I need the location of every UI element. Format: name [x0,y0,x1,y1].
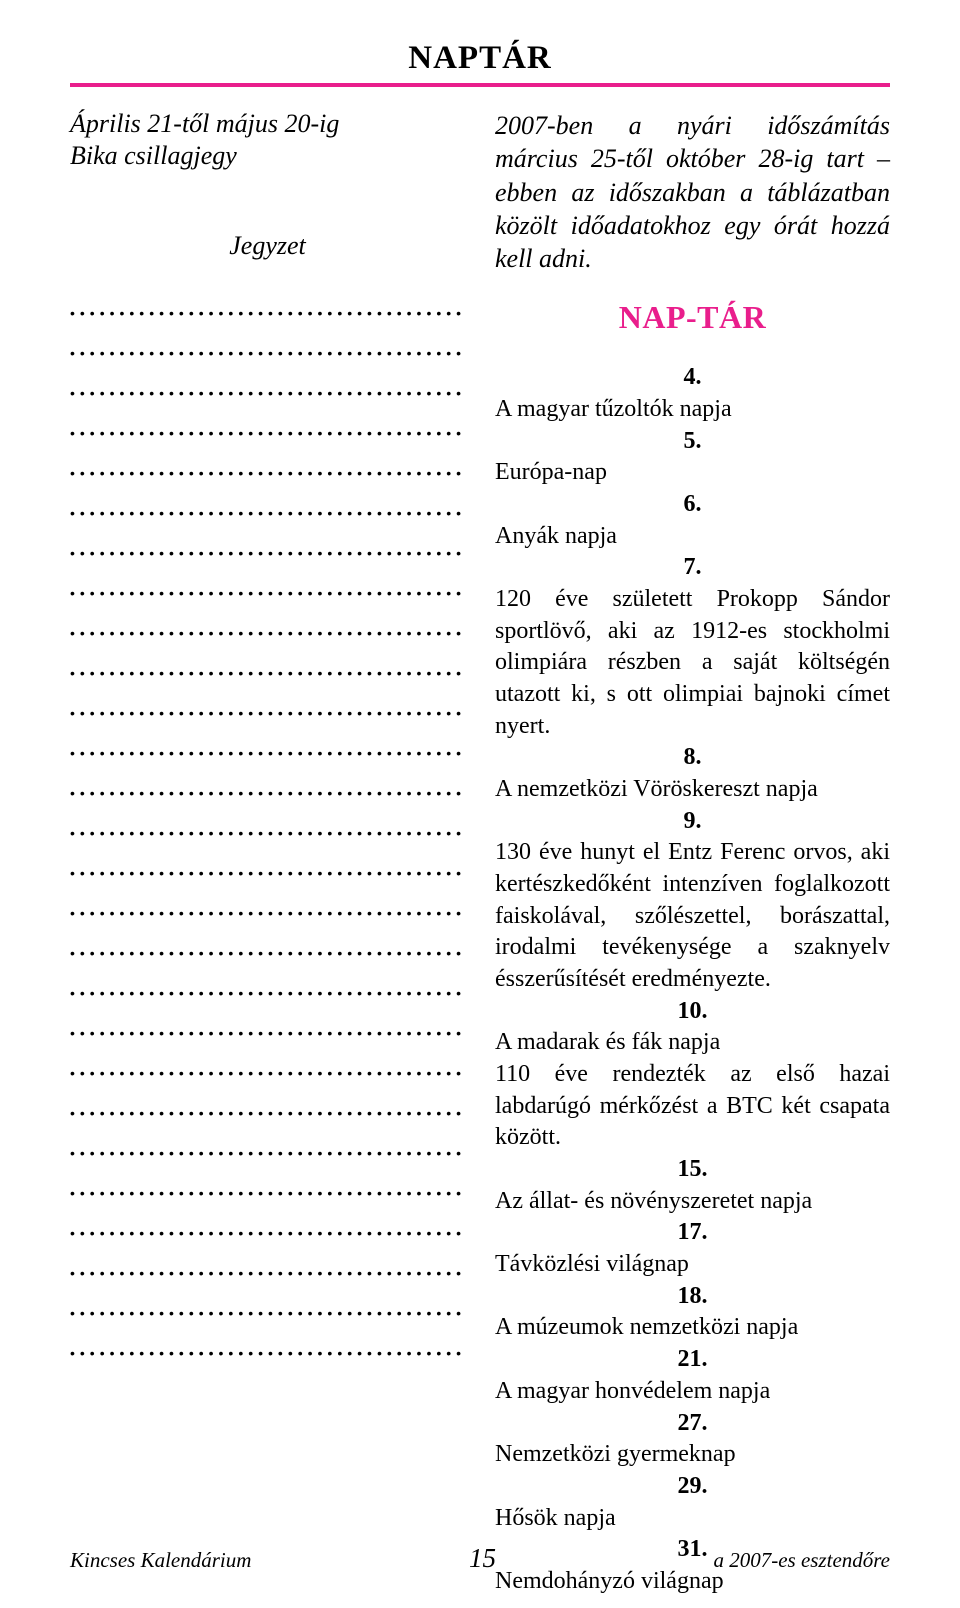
dotted-fill: ••••••••••••••••••••••••••••••••••••••••… [70,387,465,399]
dotted-fill: ••••••••••••••••••••••••••••••••••••••••… [70,1067,465,1079]
entry-text: A madarak és fák napja 110 éve rendezték… [495,1027,890,1154]
note-line: ••••••••••••••••••••••••••••••••••••••••… [70,399,465,439]
dotted-fill: ••••••••••••••••••••••••••••••••••••••••… [70,1107,465,1119]
note-line: ••••••••••••••••••••••••••••••••••••••••… [70,999,465,1039]
day-number: 9. [495,806,890,838]
day-number: 21. [495,1344,890,1376]
note-line: ••••••••••••••••••••••••••••••••••••••••… [70,559,465,599]
dotted-fill: ••••••••••••••••••••••••••••••••••••••••… [70,1267,465,1279]
dst-note: 2007-ben a nyári időszámítás március 25-… [495,109,890,275]
body-columns: Április 21-től május 20-ig Bika csillagj… [70,109,890,1598]
dotted-fill: ••••••••••••••••••••••••••••••••••••••••… [70,987,465,999]
dotted-fill: ••••••••••••••••••••••••••••••••••••••••… [70,787,465,799]
note-line: ••••••••••••••••••••••••••••••••••••••••… [70,1159,465,1199]
header-rule [70,83,890,87]
dotted-fill: ••••••••••••••••••••••••••••••••••••••••… [70,747,465,759]
note-line: ••••••••••••••••••••••••••••••••••••••••… [70,839,465,879]
notes-heading: Jegyzet [70,231,465,261]
note-line: ••••••••••••••••••••••••••••••••••••••••… [70,679,465,719]
dotted-fill: ••••••••••••••••••••••••••••••••••••••••… [70,467,465,479]
note-line: ••••••••••••••••••••••••••••••••••••••••… [70,879,465,919]
dotted-fill: ••••••••••••••••••••••••••••••••••••••••… [70,1347,465,1359]
entry-text: 130 éve hunyt el Entz Ferenc orvos, aki … [495,837,890,995]
note-line: ••••••••••••••••••••••••••••••••••••••••… [70,759,465,799]
dotted-fill: ••••••••••••••••••••••••••••••••••••••••… [70,347,465,359]
dotted-fill: ••••••••••••••••••••••••••••••••••••••••… [70,1227,465,1239]
page-header-title: NAPTÁR [70,40,890,77]
note-line: ••••••••••••••••••••••••••••••••••••••••… [70,919,465,959]
note-line: ••••••••••••••••••••••••••••••••••••••••… [70,519,465,559]
footer-page-number: 15 [469,1543,496,1574]
note-line: ••••••••••••••••••••••••••••••••••••••••… [70,599,465,639]
dotted-fill: ••••••••••••••••••••••••••••••••••••••••… [70,1307,465,1319]
note-line: ••••••••••••••••••••••••••••••••••••••••… [70,439,465,479]
calendar-entries: 4.A magyar tűzoltók napja5.Európa-nap6.A… [495,362,890,1597]
dotted-fill: ••••••••••••••••••••••••••••••••••••••••… [70,1147,465,1159]
day-number: 15. [495,1154,890,1186]
note-line: ••••••••••••••••••••••••••••••••••••••••… [70,1039,465,1079]
dotted-fill: ••••••••••••••••••••••••••••••••••••••••… [70,547,465,559]
entry-text: Hősök napja [495,1503,890,1535]
entry-text: A nemzetközi Vöröskereszt napja [495,774,890,806]
entry-text: Anyák napja [495,521,890,553]
note-line: ••••••••••••••••••••••••••••••••••••••••… [70,1119,465,1159]
notes-dotted-lines: ••••••••••••••••••••••••••••••••••••••••… [70,279,465,1359]
dotted-fill: ••••••••••••••••••••••••••••••••••••••••… [70,427,465,439]
entry-text: 120 éve született Prokopp Sándor sportlö… [495,584,890,742]
day-number: 18. [495,1281,890,1313]
day-number: 5. [495,426,890,458]
dotted-fill: ••••••••••••••••••••••••••••••••••••••••… [70,1027,465,1039]
day-number: 8. [495,742,890,774]
day-number: 7. [495,552,890,584]
zodiac-sign: Bika csillagjegy [70,141,465,171]
note-line: ••••••••••••••••••••••••••••••••••••••••… [70,799,465,839]
dotted-fill: ••••••••••••••••••••••••••••••••••••••••… [70,507,465,519]
footer-right: a 2007-es esztendőre [713,1548,890,1573]
dotted-fill: ••••••••••••••••••••••••••••••••••••••••… [70,907,465,919]
dotted-fill: ••••••••••••••••••••••••••••••••••••••••… [70,707,465,719]
entry-text: A magyar tűzoltók napja [495,394,890,426]
dotted-fill: ••••••••••••••••••••••••••••••••••••••••… [70,947,465,959]
dotted-fill: ••••••••••••••••••••••••••••••••••••••••… [70,827,465,839]
note-line: ••••••••••••••••••••••••••••••••••••••••… [70,279,465,319]
dotted-fill: ••••••••••••••••••••••••••••••••••••••••… [70,627,465,639]
day-number: 6. [495,489,890,521]
note-line: ••••••••••••••••••••••••••••••••••••••••… [70,1199,465,1239]
note-line: ••••••••••••••••••••••••••••••••••••••••… [70,319,465,359]
dotted-fill: ••••••••••••••••••••••••••••••••••••••••… [70,667,465,679]
note-line: ••••••••••••••••••••••••••••••••••••••••… [70,359,465,399]
note-line: ••••••••••••••••••••••••••••••••••••••••… [70,479,465,519]
entry-text: A magyar honvédelem napja [495,1376,890,1408]
note-line: ••••••••••••••••••••••••••••••••••••••••… [70,1079,465,1119]
footer-left: Kincses Kalendárium [70,1548,251,1573]
note-line: ••••••••••••••••••••••••••••••••••••••••… [70,639,465,679]
left-column: Április 21-től május 20-ig Bika csillagj… [70,109,465,1598]
dotted-fill: ••••••••••••••••••••••••••••••••••••••••… [70,1187,465,1199]
page: NAPTÁR Április 21-től május 20-ig Bika c… [0,0,960,1608]
day-number: 10. [495,996,890,1028]
entry-text: Távközlési világnap [495,1249,890,1281]
right-column: 2007-ben a nyári időszámítás március 25-… [495,109,890,1598]
note-line: ••••••••••••••••••••••••••••••••••••••••… [70,959,465,999]
day-number: 29. [495,1471,890,1503]
entry-text: Nemzetközi gyermeknap [495,1439,890,1471]
footer: Kincses Kalendárium 15 a 2007-es esztend… [70,1543,890,1574]
entry-text: Az állat- és növényszeretet napja [495,1186,890,1218]
note-line: ••••••••••••••••••••••••••••••••••••••••… [70,1239,465,1279]
dotted-fill: ••••••••••••••••••••••••••••••••••••••••… [70,587,465,599]
note-line: ••••••••••••••••••••••••••••••••••••••••… [70,1279,465,1319]
entry-text: A múzeumok nemzetközi napja [495,1312,890,1344]
dotted-fill: ••••••••••••••••••••••••••••••••••••••••… [70,867,465,879]
naptar-heading: NAP-TÁR [495,299,890,336]
entry-text: Európa-nap [495,457,890,489]
day-number: 4. [495,362,890,394]
note-line: ••••••••••••••••••••••••••••••••••••••••… [70,1319,465,1359]
day-number: 17. [495,1217,890,1249]
day-number: 27. [495,1408,890,1440]
note-line: ••••••••••••••••••••••••••••••••••••••••… [70,719,465,759]
dotted-fill: ••••••••••••••••••••••••••••••••••••••••… [70,307,465,319]
zodiac-date-range: Április 21-től május 20-ig [70,109,465,139]
